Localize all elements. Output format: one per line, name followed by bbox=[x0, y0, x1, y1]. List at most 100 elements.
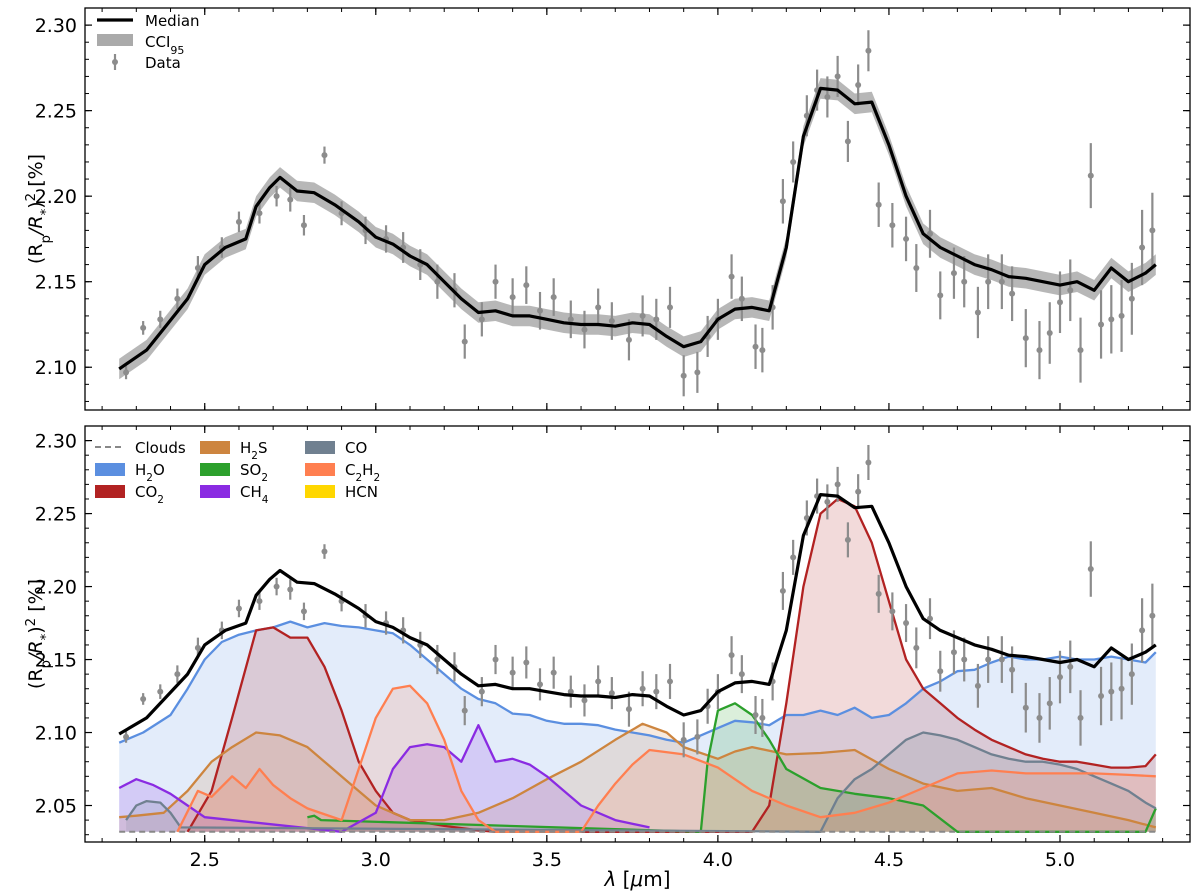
y-tick-label: 2.15 bbox=[35, 650, 77, 672]
data-point bbox=[728, 273, 735, 280]
data-point bbox=[927, 230, 933, 237]
data-point bbox=[157, 316, 164, 323]
data-point bbox=[567, 316, 574, 323]
y-tick-label: 2.25 bbox=[35, 101, 77, 123]
y-tick-label: 2.25 bbox=[35, 504, 77, 526]
legend-label-co2: CO2 bbox=[135, 483, 164, 506]
legend-data-label: Data bbox=[145, 54, 181, 72]
y-axis-label-part: [%] bbox=[25, 154, 47, 193]
data-point bbox=[903, 235, 910, 242]
data-point bbox=[998, 278, 1005, 285]
data-point bbox=[937, 292, 944, 299]
y-axis-label-part: 2 bbox=[24, 193, 39, 201]
data-point bbox=[434, 278, 441, 285]
data-point bbox=[985, 278, 992, 285]
area-ch4 bbox=[119, 725, 650, 832]
data-point bbox=[523, 659, 530, 666]
data-point bbox=[875, 201, 882, 208]
y-tick-label: 2.20 bbox=[35, 186, 77, 208]
axes-frame bbox=[84, 425, 1191, 843]
data-point bbox=[567, 688, 574, 695]
legend-label-h2s: H2S bbox=[240, 439, 268, 462]
data-point bbox=[1046, 330, 1053, 337]
y-axis-label-part: p bbox=[39, 660, 54, 668]
y-axis-label-part: (R bbox=[25, 243, 47, 264]
x-tick-label: 4.5 bbox=[874, 849, 904, 871]
data-point bbox=[509, 294, 516, 301]
x-axis-label-part: μ bbox=[629, 867, 643, 891]
y-axis-label-part: ) bbox=[25, 626, 47, 633]
legend-label-h2s-part: H bbox=[240, 439, 251, 457]
y-tick-label: 2.10 bbox=[35, 357, 77, 379]
data-point bbox=[1118, 685, 1125, 692]
data-point bbox=[1098, 321, 1105, 328]
data-point bbox=[779, 198, 786, 205]
legend-median-label: Median bbox=[145, 12, 200, 30]
line-h2s bbox=[119, 722, 1157, 829]
x-tick-label: 4.0 bbox=[703, 849, 733, 871]
legend-label-c2h2-part: 2 bbox=[373, 472, 380, 484]
data-point bbox=[300, 222, 307, 229]
data-point bbox=[1077, 347, 1084, 354]
data-point bbox=[537, 307, 543, 314]
data-point bbox=[824, 498, 831, 505]
data-point bbox=[1067, 663, 1074, 670]
data-point bbox=[461, 707, 468, 714]
data-point bbox=[974, 682, 981, 689]
data-point bbox=[581, 697, 588, 704]
data-point bbox=[738, 671, 745, 678]
data-point bbox=[1046, 700, 1053, 707]
data-point bbox=[889, 608, 896, 615]
panel-top: 2.10 2.15 2.20 2.25 2.30 (Rp/R*)2 [%] Median CC… bbox=[24, 7, 1191, 411]
y-axis-label: (Rp/R*)2 [%] bbox=[24, 154, 54, 264]
legend-cci-swatch bbox=[97, 34, 133, 46]
x-tick-label: 3.5 bbox=[532, 849, 562, 871]
data-point bbox=[779, 587, 786, 594]
panel-bottom: 2.05 2.10 2.15 2.20 2.25 2.30 2.5 3.0 3.5 4.0 4.5 5… bbox=[24, 425, 1191, 891]
legend-label-c2h2-part: H bbox=[362, 461, 373, 479]
data-point bbox=[256, 598, 263, 605]
data-point bbox=[1077, 714, 1084, 721]
data-point bbox=[256, 210, 263, 217]
legend-label-h2o: H2O bbox=[135, 461, 165, 484]
legend-label-c2h2-part: C bbox=[345, 461, 355, 479]
legend-swatch-hcn bbox=[305, 485, 335, 498]
data-point bbox=[625, 706, 632, 713]
y-tick-label: 2.15 bbox=[35, 272, 77, 294]
legend-swatch-co bbox=[305, 441, 335, 454]
data-point bbox=[824, 93, 831, 100]
data-point bbox=[950, 270, 957, 277]
data-point bbox=[1009, 666, 1016, 673]
data-point bbox=[235, 605, 242, 612]
y-tick-label: 2.20 bbox=[35, 577, 77, 599]
area-co bbox=[126, 732, 1156, 832]
data-point bbox=[913, 265, 920, 272]
data-point bbox=[235, 218, 242, 225]
cci95-band bbox=[119, 78, 1156, 380]
data-point bbox=[523, 282, 530, 289]
data-point bbox=[287, 196, 294, 203]
data-point bbox=[998, 656, 1005, 663]
data-point bbox=[1087, 172, 1094, 179]
y-axis-label-part: /R bbox=[25, 640, 47, 662]
y-axis-label-part: [%] bbox=[25, 579, 47, 618]
legend-label-so2-part: 2 bbox=[261, 472, 268, 484]
y-axis-label-part: (R bbox=[25, 668, 47, 689]
data-point bbox=[937, 668, 944, 675]
data-point bbox=[759, 347, 766, 354]
legend-label-c2h2-part: 2 bbox=[355, 472, 362, 484]
data-point bbox=[913, 644, 920, 651]
legend-swatch-h2o bbox=[95, 463, 125, 476]
data-point bbox=[1108, 688, 1115, 695]
data-point bbox=[1139, 627, 1146, 634]
data-point bbox=[174, 671, 181, 678]
data-point bbox=[1149, 227, 1156, 234]
y-axis-label-part: 2 bbox=[24, 618, 39, 626]
total-spectrum-line bbox=[118, 493, 1157, 736]
data-point bbox=[123, 733, 130, 740]
area-co2 bbox=[187, 499, 1156, 832]
data-point bbox=[492, 278, 499, 285]
median-line bbox=[118, 86, 1157, 371]
